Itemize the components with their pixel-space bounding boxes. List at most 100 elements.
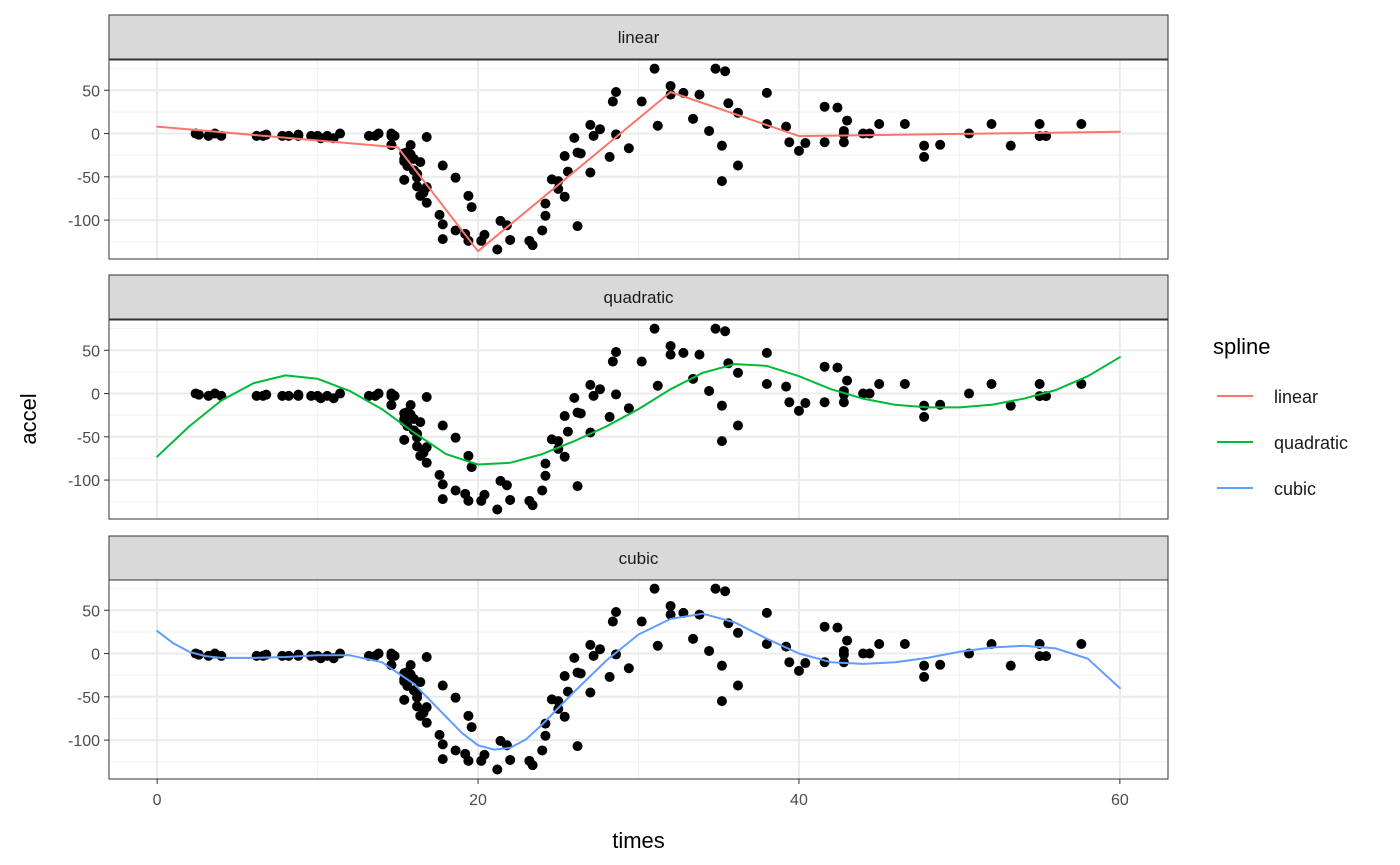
data-point: [838, 125, 849, 136]
data-point: [492, 764, 503, 775]
data-point: [919, 671, 930, 682]
data-point: [537, 745, 548, 756]
data-point: [716, 436, 727, 447]
data-point: [665, 340, 676, 351]
facet-panel-linear: linear 50 0 -50 -100: [68, 14, 1169, 260]
data-point: [421, 717, 432, 728]
data-point: [1076, 379, 1087, 390]
data-point: [652, 380, 663, 391]
data-point: [399, 434, 410, 445]
y-tick-label: 50: [82, 603, 100, 620]
data-point: [1005, 400, 1016, 411]
data-point: [389, 130, 400, 141]
data-point: [678, 347, 689, 358]
legend-entry-cubic: cubic: [1217, 479, 1316, 499]
data-point: [761, 607, 772, 618]
y-tick-label: -50: [77, 430, 100, 447]
data-point: [838, 397, 849, 408]
data-point: [652, 640, 663, 651]
data-point: [527, 500, 538, 511]
grid: [109, 320, 1168, 519]
data-point: [501, 480, 512, 491]
data-point: [688, 113, 699, 124]
data-point: [781, 381, 792, 392]
data-point: [421, 197, 432, 208]
data-point: [716, 696, 727, 707]
data-point: [585, 639, 596, 650]
data-point: [216, 650, 227, 661]
data-point: [716, 176, 727, 187]
data-point: [585, 167, 596, 178]
data-point: [819, 137, 830, 148]
data-point: [793, 665, 804, 676]
data-point: [505, 234, 516, 245]
data-point: [594, 644, 605, 655]
data-point: [575, 668, 586, 679]
x-tick-label: 60: [1111, 792, 1129, 809]
data-point: [694, 89, 705, 100]
data-point: [415, 157, 426, 168]
data-point: [540, 458, 551, 469]
data-point: [405, 400, 416, 411]
data-point: [479, 229, 490, 240]
data-point: [335, 128, 346, 139]
data-point: [386, 400, 397, 411]
spline-fit-line-linear: [156, 91, 1121, 253]
data-point: [559, 151, 570, 162]
data-point: [540, 730, 551, 741]
data-point: [919, 140, 930, 151]
data-point: [649, 583, 660, 594]
data-point: [665, 609, 676, 620]
data-point: [793, 405, 804, 416]
y-axis-title: accel: [16, 393, 41, 444]
data-point: [716, 660, 727, 671]
data-point: [832, 622, 843, 633]
data-point: [466, 462, 477, 473]
data-point: [437, 219, 448, 230]
data-point: [611, 87, 622, 98]
data-point: [919, 411, 930, 422]
data-point: [537, 485, 548, 496]
data-point: [505, 494, 516, 505]
data-point: [607, 616, 618, 627]
y-tick-label: -50: [77, 170, 100, 187]
data-point: [527, 760, 538, 771]
strip-label: quadratic: [604, 288, 674, 307]
data-point: [649, 323, 660, 334]
data-point: [636, 96, 647, 107]
data-point: [501, 220, 512, 231]
data-point: [412, 688, 423, 699]
data-point: [283, 130, 294, 141]
data-point: [412, 441, 423, 452]
data-point: [665, 80, 676, 91]
data-point: [216, 130, 227, 141]
data-point: [874, 119, 885, 130]
data-point: [678, 607, 689, 618]
data-point: [665, 600, 676, 611]
data-point: [553, 696, 564, 707]
data-point: [716, 400, 727, 411]
data-point: [842, 375, 853, 386]
data-point: [386, 140, 397, 151]
grid: [109, 580, 1168, 779]
data-point: [710, 63, 721, 74]
data-point: [434, 209, 445, 220]
data-point: [732, 420, 743, 431]
data-point: [415, 417, 426, 428]
data-point: [569, 392, 580, 403]
data-point: [585, 379, 596, 390]
data-point: [450, 745, 461, 756]
data-point: [437, 739, 448, 750]
data-point: [335, 648, 346, 659]
data-point: [437, 234, 448, 245]
data-point: [604, 411, 615, 422]
data-point: [540, 718, 551, 729]
data-point: [373, 128, 384, 139]
data-point: [636, 616, 647, 627]
data-point: [716, 140, 727, 151]
data-point: [559, 711, 570, 722]
data-point: [819, 101, 830, 112]
data-point: [540, 198, 551, 209]
data-point: [450, 485, 461, 496]
facet-panels: linear500-50-100quadratic500-50-100cubic…: [68, 14, 1169, 780]
